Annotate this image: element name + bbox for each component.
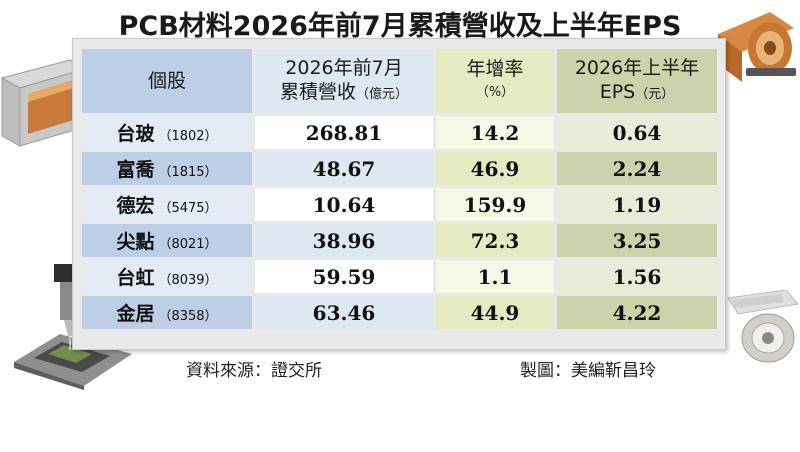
- cell-stock: 德宏 （5475）: [82, 188, 252, 221]
- stock-code: （5475）: [158, 201, 218, 216]
- header-revenue-label: 累積營收: [279, 80, 356, 103]
- cell-revenue: 268.81: [255, 116, 433, 149]
- stock-name: 台玻: [116, 123, 155, 145]
- cell-revenue: 48.67: [255, 152, 433, 185]
- cell-eps: 3.25: [557, 224, 717, 257]
- cell-revenue: 63.46: [255, 296, 433, 329]
- cell-growth: 14.2: [436, 116, 554, 149]
- copper-foil-tape-icon: [0, 59, 90, 147]
- stock-code: （1815）: [158, 165, 218, 180]
- table-row: 尖點 （8021） 38.96 72.3 3.25: [82, 224, 717, 257]
- cell-stock: 金居 （8358）: [82, 296, 252, 329]
- header-eps-unit: （元）: [635, 86, 675, 102]
- table-header-row: 個股 2026年前7月 累積營收（億元） 年增率 （%） 2026年上半年 EP…: [82, 49, 717, 113]
- stock-code: （8358）: [158, 309, 218, 324]
- table-row: 台虹 （8039） 59.59 1.1 1.56: [82, 260, 717, 293]
- cell-stock: 台虹 （8039）: [82, 260, 252, 293]
- header-revenue: 2026年前7月 累積營收（億元）: [255, 49, 433, 113]
- cell-eps: 4.22: [557, 296, 717, 329]
- header-eps-label: EPS: [599, 80, 636, 103]
- header-eps-line2: EPS（元）: [557, 80, 717, 107]
- header-growth: 年增率 （%）: [436, 49, 554, 113]
- data-table: 個股 2026年前7月 累積營收（億元） 年增率 （%） 2026年上半年 EP…: [79, 46, 720, 332]
- cell-eps: 2.24: [557, 152, 717, 185]
- table-row: 富喬 （1815） 48.67 46.9 2.24: [82, 152, 717, 185]
- cell-revenue: 38.96: [255, 224, 433, 257]
- cell-eps: 0.64: [557, 116, 717, 149]
- header-eps-line1: 2026年上半年: [574, 56, 700, 79]
- stock-name: 德宏: [116, 195, 155, 217]
- film-reel-icon: [727, 290, 799, 363]
- source-note: 資料來源：證交所: [186, 361, 322, 381]
- copper-roll-icon: [718, 12, 796, 82]
- stock-code: （8021）: [158, 237, 218, 252]
- stock-code: （8039）: [158, 273, 218, 288]
- cell-eps: 1.56: [557, 260, 717, 293]
- cell-growth: 159.9: [436, 188, 554, 221]
- header-revenue-line2: 累積營收（億元）: [255, 80, 433, 107]
- stock-name: 金居: [116, 303, 155, 325]
- stock-name: 尖點: [116, 231, 155, 253]
- stock-code: （1802）: [158, 129, 218, 144]
- table-row: 德宏 （5475） 10.64 159.9 1.19: [82, 188, 717, 221]
- header-stock: 個股: [82, 49, 252, 113]
- cell-growth: 72.3: [436, 224, 554, 257]
- cell-revenue: 10.64: [255, 188, 433, 221]
- cell-stock: 富喬 （1815）: [82, 152, 252, 185]
- stock-name: 富喬: [116, 159, 155, 181]
- credit-note: 製圖：美編靳昌玲: [520, 361, 656, 381]
- cell-stock: 尖點 （8021）: [82, 224, 252, 257]
- table-row: 金居 （8358） 63.46 44.9 4.22: [82, 296, 717, 329]
- table-row: 台玻 （1802） 268.81 14.2 0.64: [82, 116, 717, 149]
- cell-revenue: 59.59: [255, 260, 433, 293]
- cell-growth: 44.9: [436, 296, 554, 329]
- microscope-icon: [14, 264, 132, 390]
- header-growth-label: 年增率: [466, 58, 524, 80]
- stock-name: 台虹: [116, 267, 155, 289]
- header-revenue-line1: 2026年前7月: [285, 56, 403, 79]
- header-growth-unit: （%）: [475, 85, 515, 100]
- header-revenue-unit: （億元）: [356, 86, 409, 102]
- page-title: PCB材料2026年前7月累積營收及上半年EPS: [118, 11, 682, 42]
- cell-growth: 1.1: [436, 260, 554, 293]
- cell-stock: 台玻 （1802）: [82, 116, 252, 149]
- cell-eps: 1.19: [557, 188, 717, 221]
- cell-growth: 46.9: [436, 152, 554, 185]
- header-eps: 2026年上半年 EPS（元）: [557, 49, 717, 113]
